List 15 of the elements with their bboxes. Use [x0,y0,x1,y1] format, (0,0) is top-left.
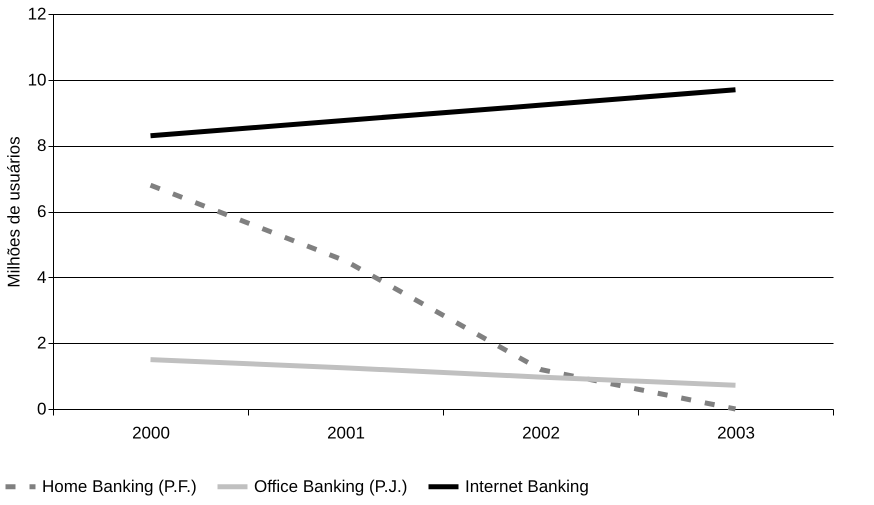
y-tick-label: 4 [37,268,46,287]
x-tick-label: 2003 [717,424,755,442]
y-tick-label: 8 [37,136,46,156]
y-tick-label: 2 [37,334,46,353]
y-tick-label: 12 [28,4,46,24]
x-tick-label: 2000 [132,424,170,442]
legend-label: Home Banking (P.F.) [42,476,197,496]
x-tick-label: 2001 [327,424,365,442]
y-tick-label: 0 [37,400,46,418]
legend-label: Internet Banking [465,476,589,496]
x-tick-label: 2002 [522,424,560,442]
legend-label: Office Banking (P.J.) [254,476,408,496]
y-tick-label: 10 [28,70,46,90]
y-axis-title: Milhões de usuários [4,136,24,288]
y-tick-label: 6 [37,202,46,221]
